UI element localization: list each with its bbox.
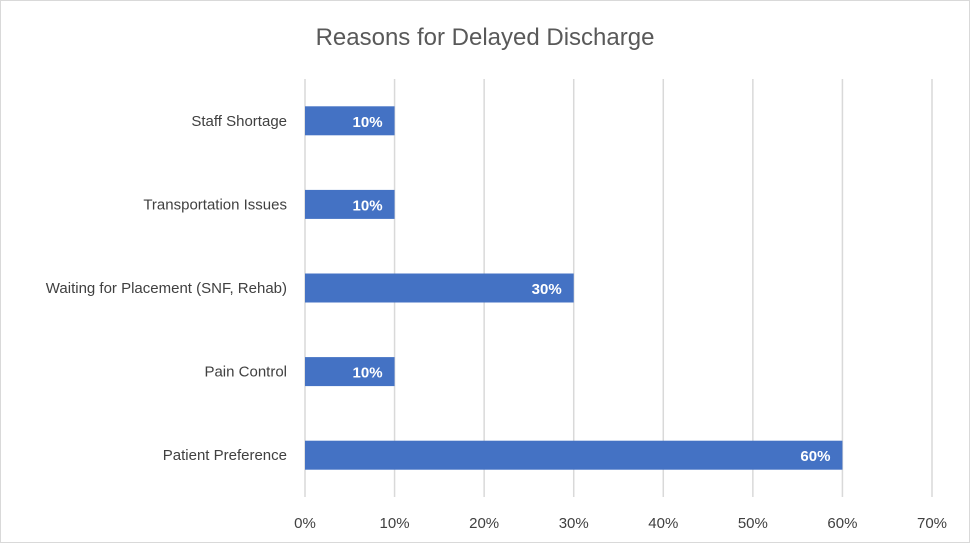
bar [305,440,843,470]
category-label: Staff Shortage [191,113,287,130]
data-label: 10% [353,114,383,131]
data-label: 30% [532,281,562,298]
bar [305,106,395,136]
bars [305,106,843,470]
data-label: 60% [800,448,830,465]
bar [305,189,395,219]
data-label: 10% [353,365,383,382]
x-tick-label: 70% [917,515,947,532]
category-labels: Staff Shortage Transportation Issues Waiti… [46,113,287,464]
chart-title: Reasons for Delayed Discharge [316,24,655,51]
bar [305,357,395,387]
x-tick-label: 10% [380,515,410,532]
category-label: Patient Preference [163,447,287,464]
x-tick-label: 60% [827,515,857,532]
category-label: Waiting for Placement (SNF, Rehab) [46,280,287,297]
data-label: 10% [353,197,383,214]
x-axis-tick-labels: 0% 10% 20% 30% 40% 50% 60% 70% [294,515,947,532]
category-label: Transportation Issues [143,196,287,213]
x-tick-label: 30% [559,515,589,532]
x-tick-label: 50% [738,515,768,532]
x-tick-label: 20% [469,515,499,532]
x-tick-label: 0% [294,515,316,532]
bar [305,273,574,303]
x-tick-label: 40% [648,515,678,532]
category-label: Pain Control [204,364,287,381]
data-labels: 10% 10% 30% 10% 60% [353,114,831,465]
